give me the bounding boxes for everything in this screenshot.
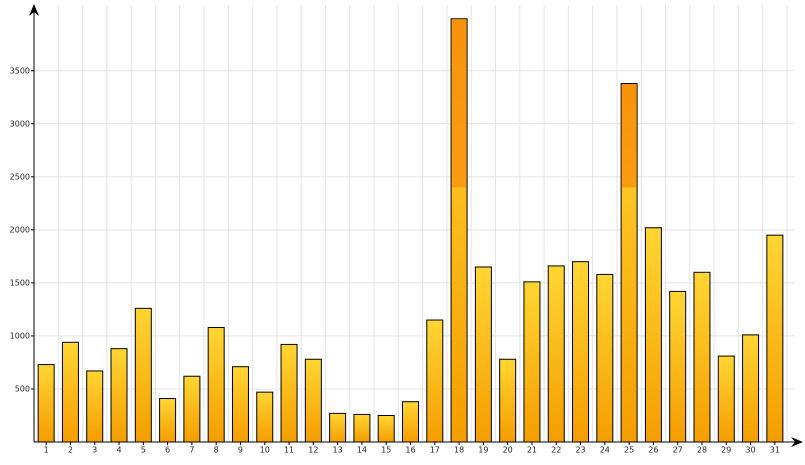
bar [353,413,371,443]
bar [256,391,274,443]
x-tick-label: 29 [721,446,731,455]
x-tick-label: 6 [165,446,170,455]
bar [183,375,201,443]
bar [426,319,444,443]
bar [547,265,565,443]
x-tick-label: 25 [624,446,634,455]
bar [159,398,177,443]
bars: 1 2 3 4 5 6 7 8 9 10 11 12 13 14 15 16 17 18 19 20 21 22 23 24 2… [37,18,784,455]
bar [377,414,395,443]
bar [110,348,128,443]
x-tick-label: 16 [405,446,415,455]
bar [669,290,687,443]
x-tick-label: 17 [430,446,440,455]
x-tick-label: 28 [697,446,707,455]
bar [402,401,419,443]
x-tick-label: 2 [68,446,73,455]
y-tick-label: 3500 [10,66,30,75]
bar [61,341,79,443]
bar [499,358,517,443]
bar [86,370,104,443]
x-tick-label: 19 [478,446,488,455]
x-tick-label: 14 [357,446,367,455]
bar [280,343,298,443]
x-tick-label: 15 [381,446,391,455]
bar [596,273,614,443]
x-tick-label: 30 [745,446,755,455]
bar [693,271,711,443]
y-tick-label: 500 [15,384,30,393]
bar [304,358,322,443]
axes [29,4,803,447]
x-tick-label: 31 [770,446,780,455]
x-tick-label: 5 [141,446,146,455]
x-tick-label: 9 [238,446,243,455]
bar [644,227,662,443]
bar [766,234,784,443]
x-tick-label: 7 [189,446,194,455]
x-tick-label: 23 [575,446,585,455]
x-tick-label: 4 [116,446,121,455]
x-tick-label: 26 [648,446,658,455]
x-axis-arrow [791,437,803,447]
bar [329,412,347,443]
x-tick-label: 24 [600,446,610,455]
bar [134,307,152,443]
bar [523,281,541,443]
y-axis-arrow [29,4,39,16]
x-tick-label: 18 [454,446,464,455]
x-tick-label: 27 [673,446,683,455]
bar [231,366,249,443]
x-tick-label: 21 [527,446,537,455]
bar [474,266,492,443]
x-tick-label: 12 [308,446,318,455]
y-tick-label: 3000 [10,119,30,128]
x-tick-label: 13 [333,446,343,455]
bar-highlight [451,19,467,188]
bar [717,355,735,443]
x-tick-label: 20 [503,446,513,455]
bar [742,334,760,443]
x-tick-label: 11 [284,446,294,455]
bar [37,364,55,443]
x-tick-label: 10 [260,446,270,455]
bar-highlight [621,83,637,188]
x-tick-label: 1 [44,446,49,455]
y-tick-label: 2000 [10,225,30,234]
y-tick-label: 1500 [10,278,30,287]
x-tick-label: 8 [214,446,219,455]
y-tick-label: 2500 [10,172,30,181]
x-tick-label: 22 [551,446,561,455]
y-tick-label: 1000 [10,331,30,340]
bar [572,261,590,443]
bar [207,326,225,443]
grid: 500 1000 1500 2000 2500 3000 3500 [10,5,795,442]
x-tick-label: 3 [92,446,97,455]
